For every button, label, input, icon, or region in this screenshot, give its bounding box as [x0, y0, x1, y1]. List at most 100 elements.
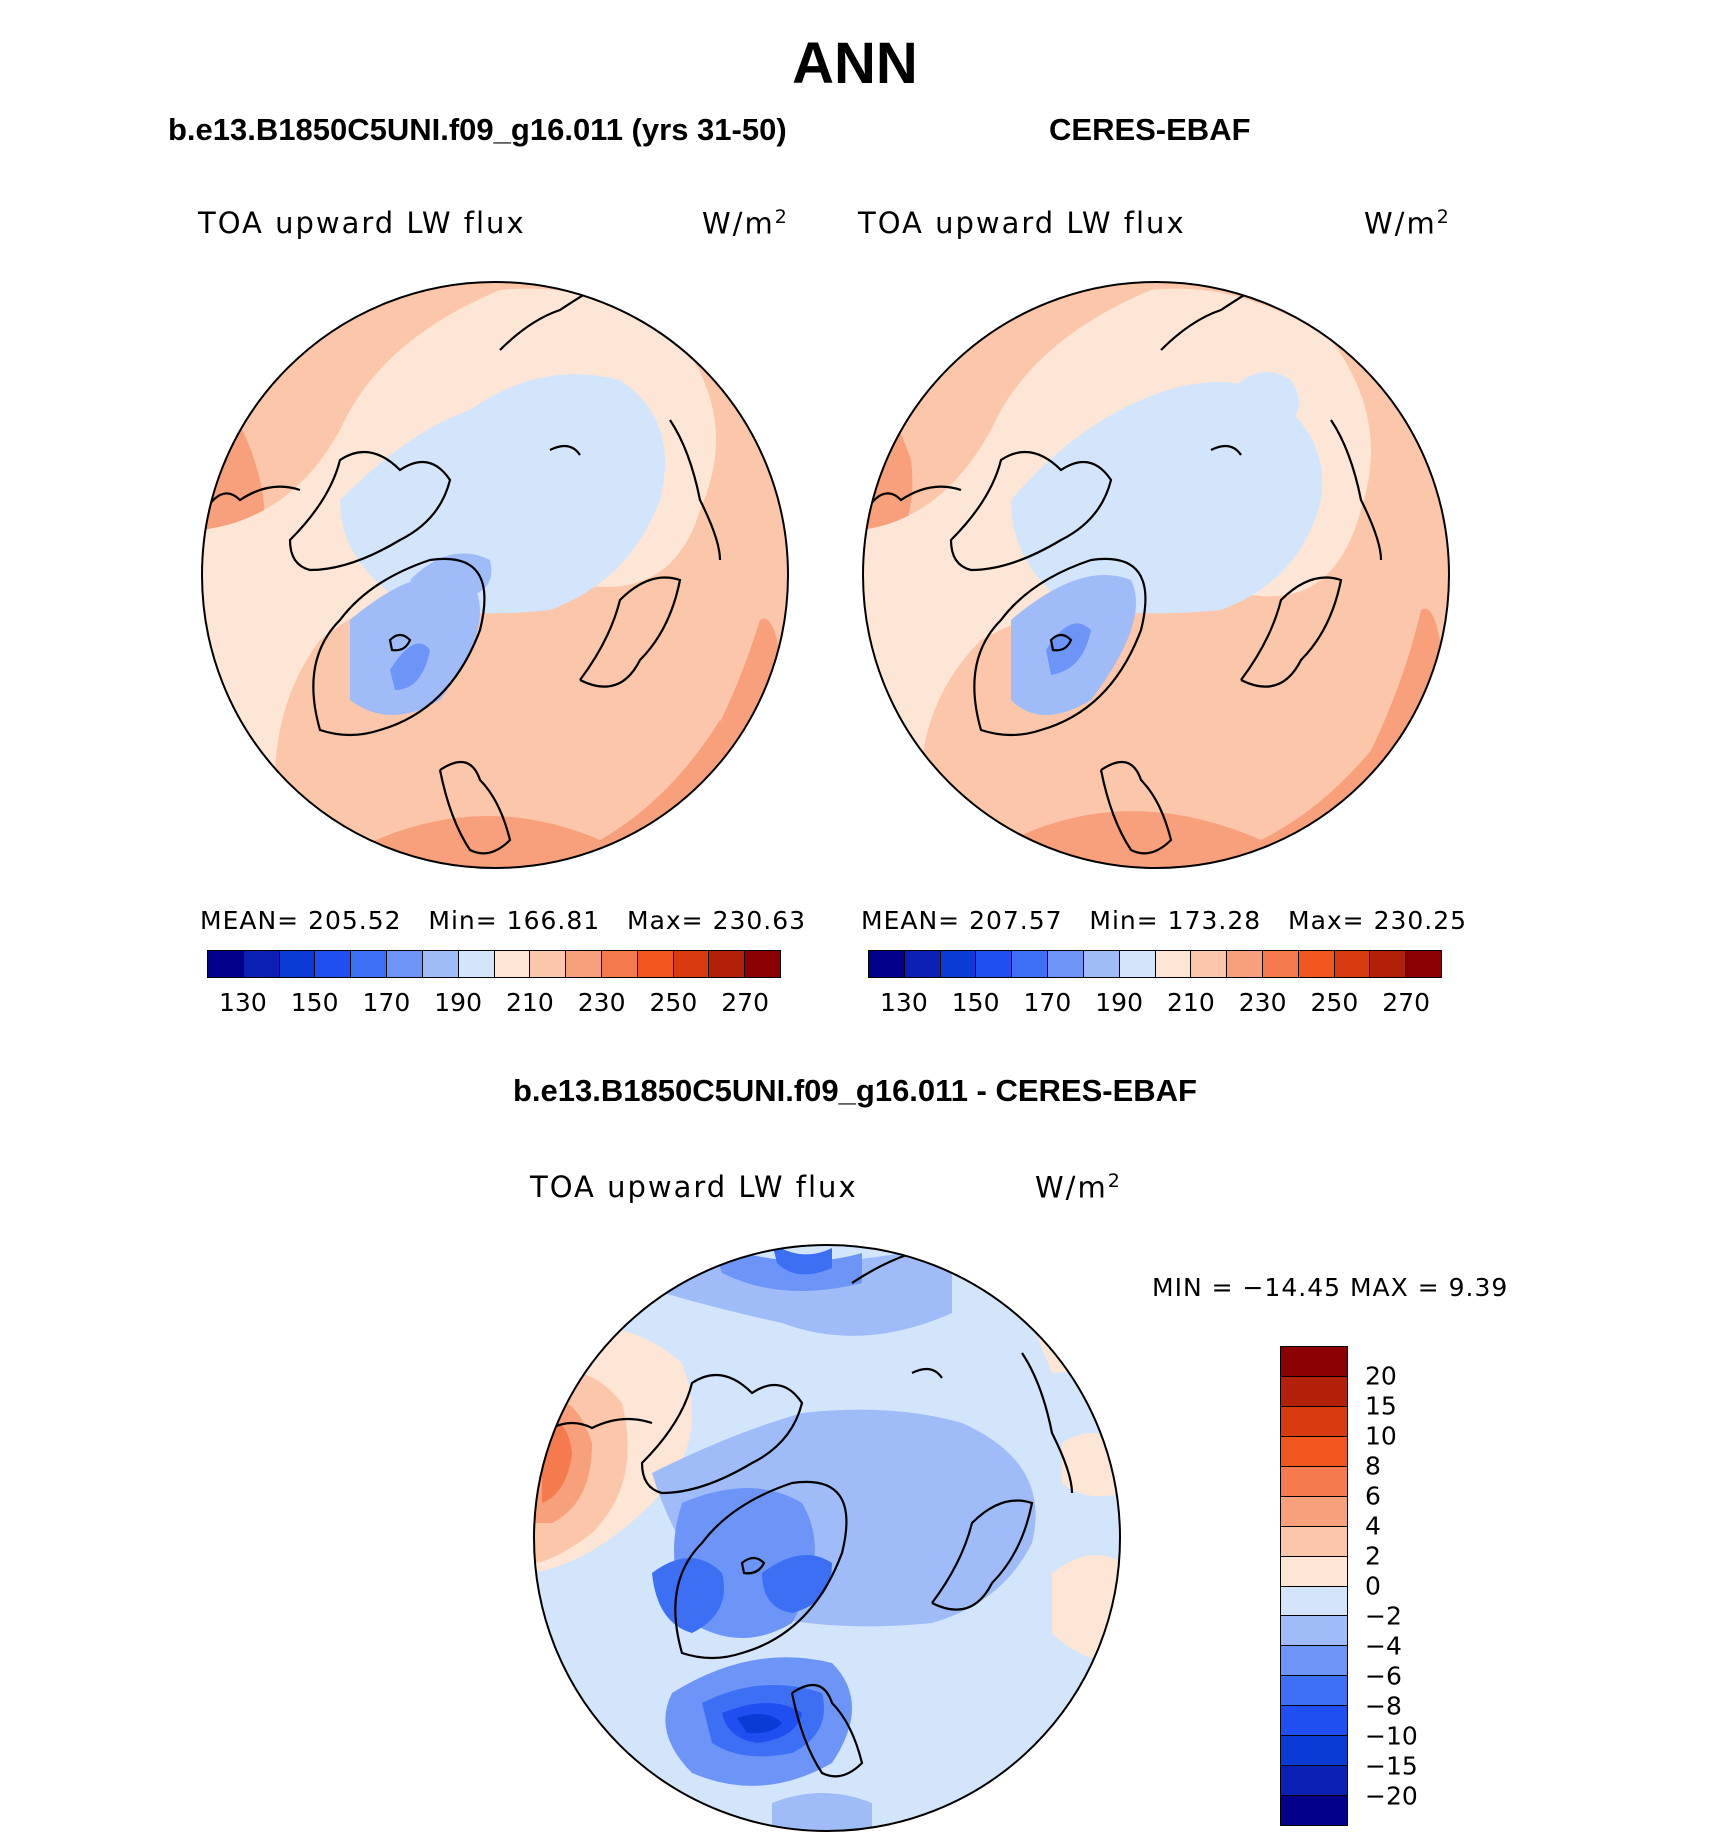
colorbar-cell	[1334, 951, 1371, 977]
diff-case-title: b.e13.B1850C5UNI.f09_g16.011 - CERES-EBA…	[512, 1073, 1197, 1108]
colorbar-cell	[458, 951, 495, 977]
colorbar-cell	[601, 951, 638, 977]
colorbar-tick-label: 230	[577, 988, 626, 1017]
colorbar-cell	[745, 951, 780, 977]
colorbar-tick-label: −8	[1365, 1691, 1402, 1721]
colorbar-tick-label: 230	[1238, 988, 1287, 1017]
colorbar-cell	[1281, 1736, 1347, 1767]
colorbar-cell	[1262, 951, 1299, 977]
colorbar-cell	[351, 951, 388, 977]
colorbar-cell	[1119, 951, 1156, 977]
panel-2-map	[862, 281, 1450, 869]
colorbar-cell	[1281, 1796, 1347, 1825]
colorbar-cell	[1281, 1646, 1347, 1677]
colorbar-cell	[1281, 1466, 1347, 1497]
colorbar-cell	[1281, 1496, 1347, 1527]
colorbar-tick-label: 2	[1365, 1541, 1381, 1571]
colorbar-cell	[1406, 951, 1441, 977]
colorbar-tick-label: 130	[219, 988, 267, 1017]
colorbar-cell	[243, 951, 280, 977]
panel-1-colorbar	[207, 950, 781, 978]
colorbar-cell	[869, 951, 905, 977]
colorbar-cell	[1281, 1616, 1347, 1647]
colorbar-cell	[1281, 1526, 1347, 1557]
colorbar-cell	[1012, 951, 1049, 977]
colorbar-tick-label: 190	[1095, 988, 1143, 1017]
colorbar-tick-label: 6	[1365, 1481, 1381, 1511]
colorbar-cell	[1281, 1406, 1347, 1437]
colorbar-cell	[904, 951, 941, 977]
colorbar-cell	[1370, 951, 1407, 977]
colorbar-tick-label: 15	[1365, 1391, 1397, 1421]
panel-1-stats: MEAN= 205.52 Min= 166.81 Max= 230.63	[200, 906, 807, 935]
panel-1-variable-label: TOA upward LW flux	[198, 206, 526, 240]
colorbar-tick-label: 210	[506, 988, 554, 1017]
colorbar-cell	[673, 951, 710, 977]
panel-1-colorbar-labels: 130 150 170 190 210 230 250 270	[207, 988, 781, 1018]
colorbar-cell	[1298, 951, 1335, 977]
colorbar-tick-label: 4	[1365, 1511, 1381, 1541]
colorbar-cell	[494, 951, 531, 977]
colorbar-cell	[1281, 1347, 1347, 1377]
colorbar-tick-label: 8	[1365, 1451, 1381, 1481]
colorbar-cell	[422, 951, 459, 977]
colorbar-cell	[208, 951, 244, 977]
colorbar-tick-label: −10	[1365, 1721, 1418, 1751]
colorbar-cell	[387, 951, 423, 977]
panel-1-units-label: W/m2	[702, 206, 789, 241]
colorbar-tick-label: 150	[290, 988, 339, 1017]
colorbar-cell	[315, 951, 352, 977]
colorbar-cell	[1083, 951, 1120, 977]
colorbar-tick-label: 170	[1023, 988, 1072, 1017]
diff-units-label: W/m2	[1035, 1170, 1122, 1205]
colorbar-tick-label: 20	[1365, 1361, 1397, 1391]
colorbar-tick-label: 250	[1310, 988, 1359, 1017]
colorbar-tick-label: 10	[1365, 1421, 1397, 1451]
colorbar-tick-label: −2	[1365, 1601, 1402, 1631]
colorbar-cell	[1048, 951, 1084, 977]
colorbar-cell	[1281, 1586, 1347, 1617]
panel-2-units-label: W/m2	[1364, 206, 1451, 241]
colorbar-cell	[1281, 1706, 1347, 1737]
panel-1-map	[201, 281, 789, 869]
colorbar-cell	[530, 951, 567, 977]
colorbar-cell	[976, 951, 1013, 977]
colorbar-cell	[1281, 1436, 1347, 1467]
colorbar-tick-label: −15	[1365, 1751, 1418, 1781]
diff-minmax: MIN = −14.45 MAX = 9.39	[1152, 1273, 1509, 1302]
colorbar-tick-label: 250	[649, 988, 698, 1017]
colorbar-tick-label: 190	[434, 988, 482, 1017]
colorbar-cell	[1281, 1676, 1347, 1707]
diff-colorbar-labels: 20 15 10 8 6 4 2 0 −2 −4 −6 −8 −10 −15 −20	[1365, 1346, 1445, 1826]
diff-colorbar	[1280, 1346, 1348, 1826]
colorbar-tick-label: 0	[1365, 1571, 1381, 1601]
colorbar-cell	[637, 951, 674, 977]
colorbar-cell	[1281, 1376, 1347, 1407]
colorbar-cell	[1281, 1556, 1347, 1587]
colorbar-tick-label: −6	[1365, 1661, 1402, 1691]
colorbar-tick-label: 130	[880, 988, 928, 1017]
colorbar-cell	[279, 951, 316, 977]
panel-2-colorbar-labels: 130 150 170 190 210 230 250 270	[868, 988, 1442, 1018]
colorbar-cell	[1281, 1766, 1347, 1797]
colorbar-cell	[1227, 951, 1263, 977]
panel-2-stats: MEAN= 207.57 Min= 173.28 Max= 230.25	[861, 906, 1468, 935]
colorbar-cell	[1191, 951, 1228, 977]
diff-variable-label: TOA upward LW flux	[530, 1170, 858, 1204]
colorbar-tick-label: 150	[951, 988, 1000, 1017]
colorbar-cell	[940, 951, 977, 977]
colorbar-tick-label: −20	[1365, 1781, 1418, 1811]
colorbar-tick-label: 270	[721, 988, 769, 1017]
diff-map	[533, 1244, 1121, 1832]
panel-1-case-title: b.e13.B1850C5UNI.f09_g16.011 (yrs 31-50)	[168, 112, 787, 147]
colorbar-cell	[1155, 951, 1192, 977]
colorbar-tick-label: −4	[1365, 1631, 1402, 1661]
panel-2-case-title: CERES-EBAF	[1049, 112, 1251, 147]
colorbar-tick-label: 270	[1382, 988, 1430, 1017]
colorbar-tick-label: 170	[362, 988, 411, 1017]
main-title: ANN	[792, 31, 918, 96]
colorbar-cell	[709, 951, 746, 977]
panel-2-colorbar	[868, 950, 1442, 978]
panel-2-variable-label: TOA upward LW flux	[858, 206, 1186, 240]
colorbar-cell	[566, 951, 602, 977]
